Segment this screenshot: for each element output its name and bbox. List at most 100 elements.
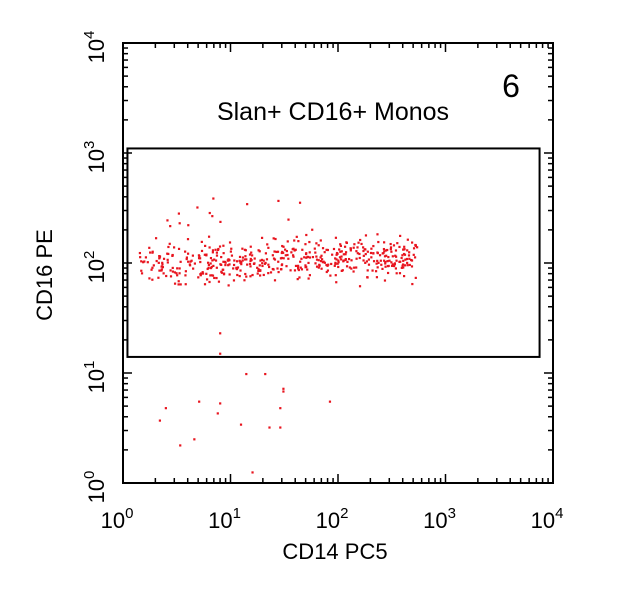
data-point — [290, 251, 293, 254]
data-point — [267, 272, 270, 275]
data-point — [412, 253, 415, 256]
data-point — [358, 256, 361, 260]
data-point — [343, 245, 347, 248]
data-point — [337, 265, 340, 269]
data-point — [284, 248, 287, 251]
data-point — [184, 270, 187, 273]
data-point — [158, 254, 161, 258]
data-point — [376, 233, 379, 236]
data-point — [200, 249, 204, 253]
data-point — [346, 260, 349, 264]
data-point — [149, 251, 152, 254]
data-point — [203, 283, 207, 286]
data-point — [279, 268, 283, 271]
data-point — [248, 262, 252, 266]
data-point — [319, 239, 322, 242]
y-tick-label: 102 — [81, 251, 109, 284]
data-point — [308, 256, 312, 259]
data-point — [260, 236, 264, 239]
data-point — [282, 390, 285, 393]
data-point — [257, 249, 260, 252]
data-point — [200, 240, 203, 243]
data-point — [382, 252, 385, 255]
data-point — [292, 255, 295, 258]
data-point — [277, 199, 280, 203]
data-point — [238, 274, 241, 278]
data-point — [365, 260, 369, 263]
data-point — [192, 267, 195, 270]
data-point — [259, 274, 262, 277]
data-point — [158, 257, 161, 260]
data-point — [189, 264, 192, 267]
data-point — [305, 233, 308, 237]
data-point — [222, 273, 226, 276]
data-point — [205, 272, 208, 275]
data-point — [394, 254, 397, 257]
data-point — [336, 262, 339, 265]
data-point — [289, 269, 292, 272]
data-point — [372, 260, 376, 263]
data-point — [228, 263, 231, 266]
x-axis-title: CD14 PC5 — [282, 539, 387, 564]
data-point — [178, 222, 181, 225]
data-point — [399, 234, 402, 238]
data-point — [279, 257, 283, 260]
data-point — [394, 267, 397, 270]
data-point — [284, 254, 287, 257]
data-point — [193, 262, 197, 265]
data-point — [314, 251, 317, 254]
data-point — [358, 285, 362, 288]
data-point — [220, 270, 223, 273]
data-point — [196, 206, 199, 209]
data-point — [402, 266, 405, 269]
data-point — [244, 272, 247, 276]
x-tick-label: 102 — [316, 505, 349, 533]
data-point — [273, 250, 276, 253]
data-point — [403, 245, 406, 248]
data-point — [184, 274, 187, 277]
data-point — [383, 255, 387, 258]
y-tick-label: 101 — [81, 361, 109, 394]
data-point — [213, 258, 216, 261]
data-point — [367, 263, 371, 266]
data-point — [325, 248, 328, 251]
data-point — [214, 259, 218, 262]
data-point — [154, 237, 158, 240]
data-point — [245, 275, 248, 278]
data-point — [142, 261, 145, 264]
data-point — [211, 274, 215, 277]
data-point — [375, 262, 378, 265]
data-point — [383, 259, 386, 262]
data-point — [211, 215, 214, 218]
data-point — [161, 263, 164, 266]
data-point — [384, 249, 388, 252]
data-point — [358, 252, 361, 256]
data-point — [140, 260, 143, 263]
y-axis-title: CD16 PE — [32, 229, 57, 321]
data-point — [335, 281, 338, 284]
data-point — [158, 419, 162, 422]
data-point — [151, 266, 154, 269]
data-point — [287, 257, 290, 260]
data-point — [267, 263, 270, 266]
data-point — [238, 255, 242, 259]
data-point — [384, 262, 387, 265]
data-point — [403, 248, 406, 251]
data-point — [364, 248, 367, 251]
data-point — [379, 259, 382, 262]
data-point — [227, 259, 230, 262]
data-point — [293, 249, 296, 252]
data-point — [395, 259, 398, 262]
data-point — [297, 268, 300, 272]
data-point — [282, 245, 285, 248]
data-point — [257, 269, 260, 273]
data-point — [148, 246, 151, 249]
data-point — [179, 283, 182, 286]
data-point — [364, 261, 367, 264]
data-point — [261, 264, 264, 268]
data-point — [168, 242, 171, 245]
data-point — [208, 211, 211, 215]
data-point — [208, 246, 211, 249]
data-point — [230, 254, 234, 257]
data-point — [197, 276, 200, 279]
